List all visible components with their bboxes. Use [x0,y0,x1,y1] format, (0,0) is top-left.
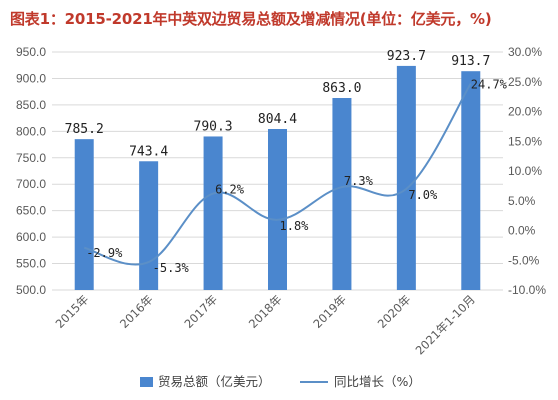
bar [74,139,94,290]
legend-line-label: 同比增长（%） [334,374,421,389]
x-category-label: 2016年 [117,292,156,331]
bar [461,71,481,290]
legend-bar-swatch [140,377,153,387]
x-category-label: 2019年 [310,292,349,331]
line-point-label: 6.2% [215,183,245,197]
y-left-tick-label: 950.0 [16,45,46,59]
y-left-tick-label: 500.0 [16,283,46,297]
y-left-tick-label: 650.0 [16,204,46,218]
x-category-label: 2017年 [181,292,220,331]
y-left-tick-label: 900.0 [16,71,46,85]
x-category-label: 2018年 [246,292,285,331]
line-point-label: 7.3% [344,174,374,188]
x-category-label: 2021年1-10月 [413,292,478,357]
y-left-tick-label: 550.0 [16,257,46,271]
y-right-tick-label: 30.0% [508,45,542,59]
line-point-label: -2.9% [86,246,123,260]
y-left-tick-label: 600.0 [16,230,46,244]
x-category-label: 2015年 [53,292,92,331]
bar-data-label: 743.4 [129,144,168,159]
bar-data-label: 790.3 [194,119,233,134]
y-left-tick-label: 750.0 [16,151,46,165]
growth-line [83,83,472,266]
y-left-tick-label: 800.0 [16,124,46,138]
y-right-tick-label: 25.0% [508,75,542,89]
y-right-tick-label: 0.0% [508,224,536,238]
bar-data-label: 804.4 [258,112,297,127]
legend-bar-label: 贸易总额（亿美元） [158,374,271,389]
y-right-tick-label: 20.0% [508,105,542,119]
y-left-tick-label: 700.0 [16,177,46,191]
line-point-label: 1.8% [280,219,310,233]
x-category-label: 2020年 [375,292,414,331]
line-point-label: 24.7% [471,78,508,92]
bar-data-label: 863.0 [322,81,361,96]
line-point-label: -5.3% [153,261,190,275]
bar [268,129,287,290]
bar [203,136,223,290]
bar-data-label: 913.7 [451,54,490,69]
bar-data-label: 923.7 [387,49,426,64]
bar [332,98,352,290]
bar [396,65,416,290]
y-right-tick-label: 15.0% [508,134,542,148]
y-right-tick-label: -10.0% [508,283,546,297]
y-left-tick-label: 850.0 [16,98,46,112]
y-right-tick-label: -5.0% [508,253,540,267]
line-point-label: 7.0% [408,188,438,202]
y-right-tick-label: 10.0% [508,164,542,178]
y-right-tick-label: 5.0% [508,194,536,208]
bar-data-label: 785.2 [65,122,104,137]
chart-title: 图表1：2015-2021年中英双边贸易总额及增减情况(单位：亿美元，%) [10,10,492,28]
bar [139,161,159,290]
